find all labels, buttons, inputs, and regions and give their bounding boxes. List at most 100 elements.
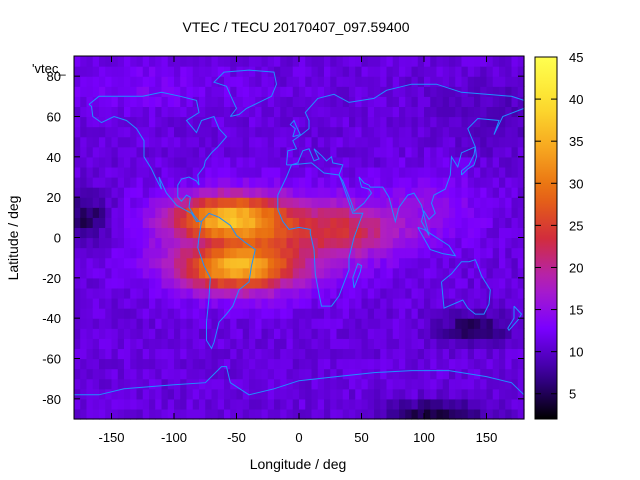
heatmap-cell — [392, 106, 400, 118]
heatmap-cell — [430, 237, 438, 249]
heatmap-cell — [492, 217, 500, 229]
heatmap-cell — [161, 388, 169, 400]
heatmap-cell — [486, 308, 494, 319]
heatmap-cell — [205, 237, 213, 249]
heatmap-cell — [505, 156, 513, 168]
heatmap-cell — [511, 197, 519, 208]
heatmap-cell — [492, 56, 500, 67]
heatmap-cell — [367, 257, 375, 269]
heatmap-cell — [86, 388, 94, 400]
heatmap-cell — [99, 207, 106, 218]
heatmap-cell — [480, 298, 488, 309]
heatmap-cell — [111, 277, 119, 289]
heatmap-cell — [417, 106, 425, 118]
heatmap-cell — [336, 76, 344, 87]
heatmap-cell — [474, 106, 481, 118]
heatmap-cell — [461, 257, 469, 269]
heatmap-cell — [211, 338, 219, 350]
heatmap-cell — [486, 146, 494, 158]
heatmap-cell — [374, 348, 381, 360]
heatmap-cell — [499, 378, 506, 390]
heatmap-cell — [305, 287, 313, 299]
heatmap-cell — [205, 166, 213, 178]
heatmap-cell — [99, 187, 106, 198]
heatmap-cell — [74, 156, 81, 168]
heatmap-cell — [480, 56, 488, 67]
heatmap-cell — [274, 96, 281, 108]
heatmap-cell — [161, 217, 169, 229]
heatmap-cell — [305, 368, 313, 380]
heatmap-cell — [380, 247, 388, 259]
heatmap-cell — [492, 227, 500, 239]
heatmap-cell — [492, 237, 500, 249]
heatmap-cell — [380, 56, 388, 67]
heatmap-cell — [405, 76, 413, 87]
heatmap-cell — [217, 126, 225, 138]
heatmap-cell — [411, 308, 419, 319]
heatmap-cell — [342, 277, 350, 289]
heatmap-cell — [342, 207, 350, 218]
heatmap-cell — [167, 116, 175, 128]
heatmap-cell — [492, 338, 500, 350]
heatmap-cell — [417, 368, 425, 380]
heatmap-cell — [492, 136, 500, 148]
heatmap-cell — [80, 267, 88, 279]
heatmap-cell — [355, 318, 363, 329]
heatmap-cell — [192, 197, 200, 208]
heatmap-cell — [480, 328, 488, 339]
heatmap-cell — [199, 207, 206, 218]
heatmap-cell — [236, 146, 244, 158]
heatmap-cell — [217, 217, 225, 229]
heatmap-cell — [499, 136, 506, 148]
heatmap-cell — [92, 187, 100, 198]
heatmap-cell — [374, 277, 381, 289]
heatmap-cell — [80, 247, 88, 259]
heatmap-cell — [449, 146, 456, 158]
heatmap-cell — [367, 76, 375, 87]
heatmap-cell — [99, 348, 106, 360]
heatmap-cell — [449, 207, 456, 218]
heatmap-cell — [130, 217, 138, 229]
heatmap-cell — [305, 136, 313, 148]
heatmap-cell — [299, 368, 306, 380]
heatmap-cell — [167, 197, 175, 208]
heatmap-cell — [180, 368, 188, 380]
heatmap-cell — [111, 358, 119, 370]
heatmap-cell — [411, 86, 419, 97]
heatmap-cell — [324, 328, 331, 339]
heatmap-cell — [267, 76, 275, 87]
heatmap-cell — [111, 408, 119, 420]
heatmap-cell — [342, 166, 350, 178]
heatmap-cell — [442, 156, 450, 168]
heatmap-cell — [111, 227, 119, 239]
heatmap-cell — [224, 197, 231, 208]
heatmap-cell — [130, 106, 138, 118]
heatmap-cell — [511, 116, 519, 128]
heatmap-cell — [299, 187, 306, 198]
heatmap-cell — [330, 398, 338, 410]
heatmap-cell — [224, 287, 231, 299]
heatmap-cell — [211, 398, 219, 410]
heatmap-cell — [405, 257, 413, 269]
heatmap-cell — [161, 328, 169, 339]
heatmap-cell — [161, 368, 169, 380]
heatmap-cell — [480, 187, 488, 198]
heatmap-cell — [474, 378, 481, 390]
heatmap-cell — [267, 207, 275, 218]
heatmap-cell — [455, 126, 463, 138]
heatmap-cell — [255, 96, 263, 108]
heatmap-cell — [267, 287, 275, 299]
heatmap-cell — [111, 348, 119, 360]
heatmap-cell — [274, 287, 281, 299]
heatmap-cell — [280, 187, 288, 198]
heatmap-cell — [192, 116, 200, 128]
heatmap-cell — [480, 237, 488, 249]
heatmap-cell — [242, 257, 250, 269]
heatmap-cell — [261, 126, 269, 138]
heatmap-cell — [74, 187, 81, 198]
heatmap-cell — [99, 287, 106, 299]
y-axis-title: Latitude / deg — [5, 196, 21, 281]
heatmap-cell — [399, 308, 406, 319]
heatmap-cell — [355, 56, 363, 67]
heatmap-cell — [99, 136, 106, 148]
